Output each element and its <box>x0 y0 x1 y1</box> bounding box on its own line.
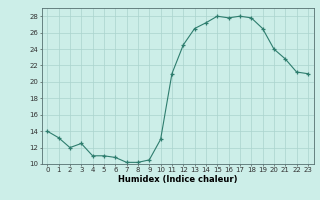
X-axis label: Humidex (Indice chaleur): Humidex (Indice chaleur) <box>118 175 237 184</box>
